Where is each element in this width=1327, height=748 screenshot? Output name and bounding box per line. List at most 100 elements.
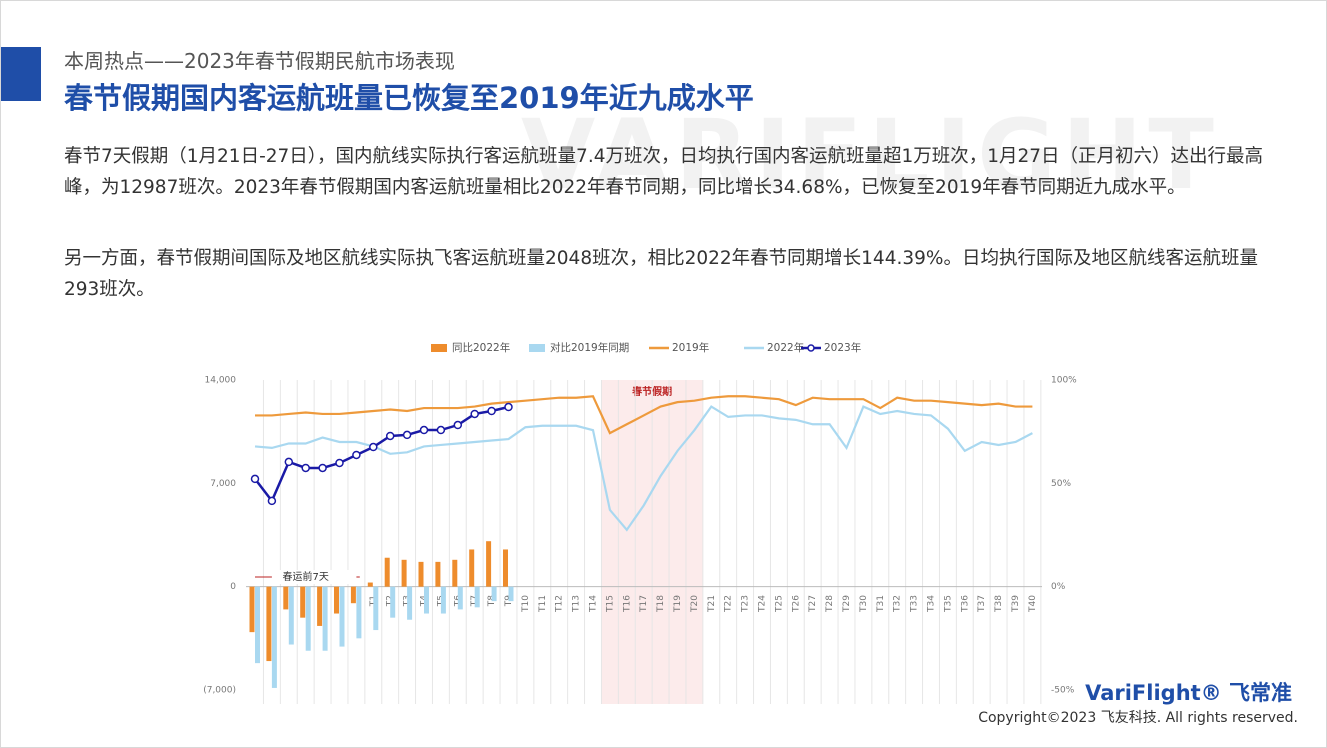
x-tick-label: T24	[758, 595, 768, 613]
bar	[401, 559, 407, 587]
x-tick-label: T21	[707, 595, 717, 613]
logo-cn: 飞常准	[1229, 681, 1292, 705]
line-marker	[267, 496, 277, 506]
legend-label: 同比2022年	[452, 341, 510, 354]
line-marker	[301, 463, 310, 473]
x-tick-label: T29	[842, 595, 852, 613]
line-marker	[453, 420, 463, 430]
x-tick-label: T33	[910, 595, 920, 613]
bar	[300, 586, 306, 618]
title: 春节假期国内客运航班量已恢复至2019年近九成水平	[64, 81, 754, 115]
line-marker	[436, 425, 446, 435]
bar	[435, 561, 441, 587]
y2-tick-label: 0%	[1051, 582, 1066, 592]
y-tick-label: 14,000	[205, 376, 237, 386]
y2-tick-label: 100%	[1051, 376, 1077, 386]
subtitle: 本周热点——2023年春节假期民航市场表现	[64, 49, 455, 73]
x-tick-label: T17	[639, 595, 649, 613]
legend-label: 2022年	[767, 341, 804, 354]
y-tick-label: 0	[230, 582, 236, 592]
bar	[283, 586, 289, 610]
bar	[266, 586, 272, 662]
x-tick-label: T30	[859, 595, 869, 613]
line	[254, 405, 1033, 532]
legend-label: 2019年	[672, 341, 709, 354]
bar	[334, 586, 339, 614]
x-tick-label: T27	[808, 595, 818, 613]
x-tick-label: T10	[521, 595, 531, 613]
bar	[322, 586, 328, 651]
annotation-label: 春运前7天	[283, 570, 329, 583]
bar	[350, 586, 356, 604]
legend-label: 对比2019年同期	[550, 341, 629, 354]
bar	[491, 586, 497, 602]
line-marker	[284, 457, 294, 467]
bar	[474, 586, 480, 608]
bar	[288, 586, 294, 645]
line-marker	[385, 431, 395, 441]
x-tick-label: T38	[994, 595, 1004, 613]
bar	[390, 586, 396, 618]
bar	[457, 586, 463, 610]
bar	[249, 586, 255, 633]
bar	[469, 549, 475, 587]
line-marker	[335, 458, 344, 468]
bar	[424, 586, 429, 614]
bar	[384, 557, 390, 587]
x-tick-label: T35	[943, 595, 953, 613]
line-marker	[504, 402, 513, 412]
bar	[339, 586, 345, 647]
line-marker	[352, 450, 361, 460]
legend-marker	[807, 344, 815, 352]
bar	[305, 586, 311, 651]
logo-text: VariFlight®	[1085, 681, 1222, 705]
y-tick-label: (7,000)	[203, 686, 236, 696]
bar	[418, 561, 424, 587]
x-tick-label: T39	[1011, 595, 1021, 613]
bar	[407, 586, 413, 620]
x-tick-label: T16	[622, 595, 632, 613]
x-tick-label: T12	[555, 595, 565, 613]
x-tick-label: T23	[741, 595, 751, 613]
bar	[367, 582, 373, 587]
bar	[452, 559, 458, 587]
bar	[373, 586, 379, 631]
bar	[271, 586, 277, 688]
x-tick-label: T19	[673, 595, 683, 613]
bar	[317, 586, 323, 626]
x-tick-label: T11	[538, 595, 548, 613]
line-marker	[369, 442, 378, 452]
line-marker	[402, 430, 412, 440]
legend-swatch	[529, 344, 545, 352]
bar	[503, 549, 508, 587]
x-tick-label: T26	[791, 595, 801, 613]
title-accent	[1, 47, 41, 101]
paragraph: 春节7天假期（1月21日-27日），国内航线实际执行客运航班量7.4万班次，日均…	[64, 146, 1264, 198]
bar	[508, 586, 514, 602]
x-tick-label: T22	[724, 595, 734, 613]
logo: VariFlight® 飞常准	[1085, 677, 1292, 707]
y2-tick-label: 50%	[1051, 479, 1071, 489]
x-tick-label: T40	[1028, 595, 1038, 613]
line	[254, 405, 509, 504]
bar	[440, 586, 446, 614]
line-marker	[470, 409, 479, 419]
x-tick-label: T20	[690, 595, 700, 613]
x-tick-label: T14	[589, 595, 599, 613]
x-tick-label: T25	[774, 595, 784, 613]
x-tick-label: T37	[977, 595, 987, 613]
watermark: VARIFLIGHT	[521, 99, 1220, 211]
x-tick-label: T13	[572, 595, 582, 613]
bar	[486, 541, 492, 587]
x-tick-label: T31	[876, 595, 886, 613]
line	[255, 395, 1033, 435]
x-tick-label: T28	[825, 595, 835, 613]
line-marker	[318, 463, 327, 473]
x-tick-label: T32	[893, 595, 903, 613]
x-tick-label: T36	[960, 595, 970, 613]
x-tick-label: T18	[656, 595, 666, 613]
bar	[255, 586, 260, 664]
y2-tick-label: -50%	[1051, 686, 1075, 696]
